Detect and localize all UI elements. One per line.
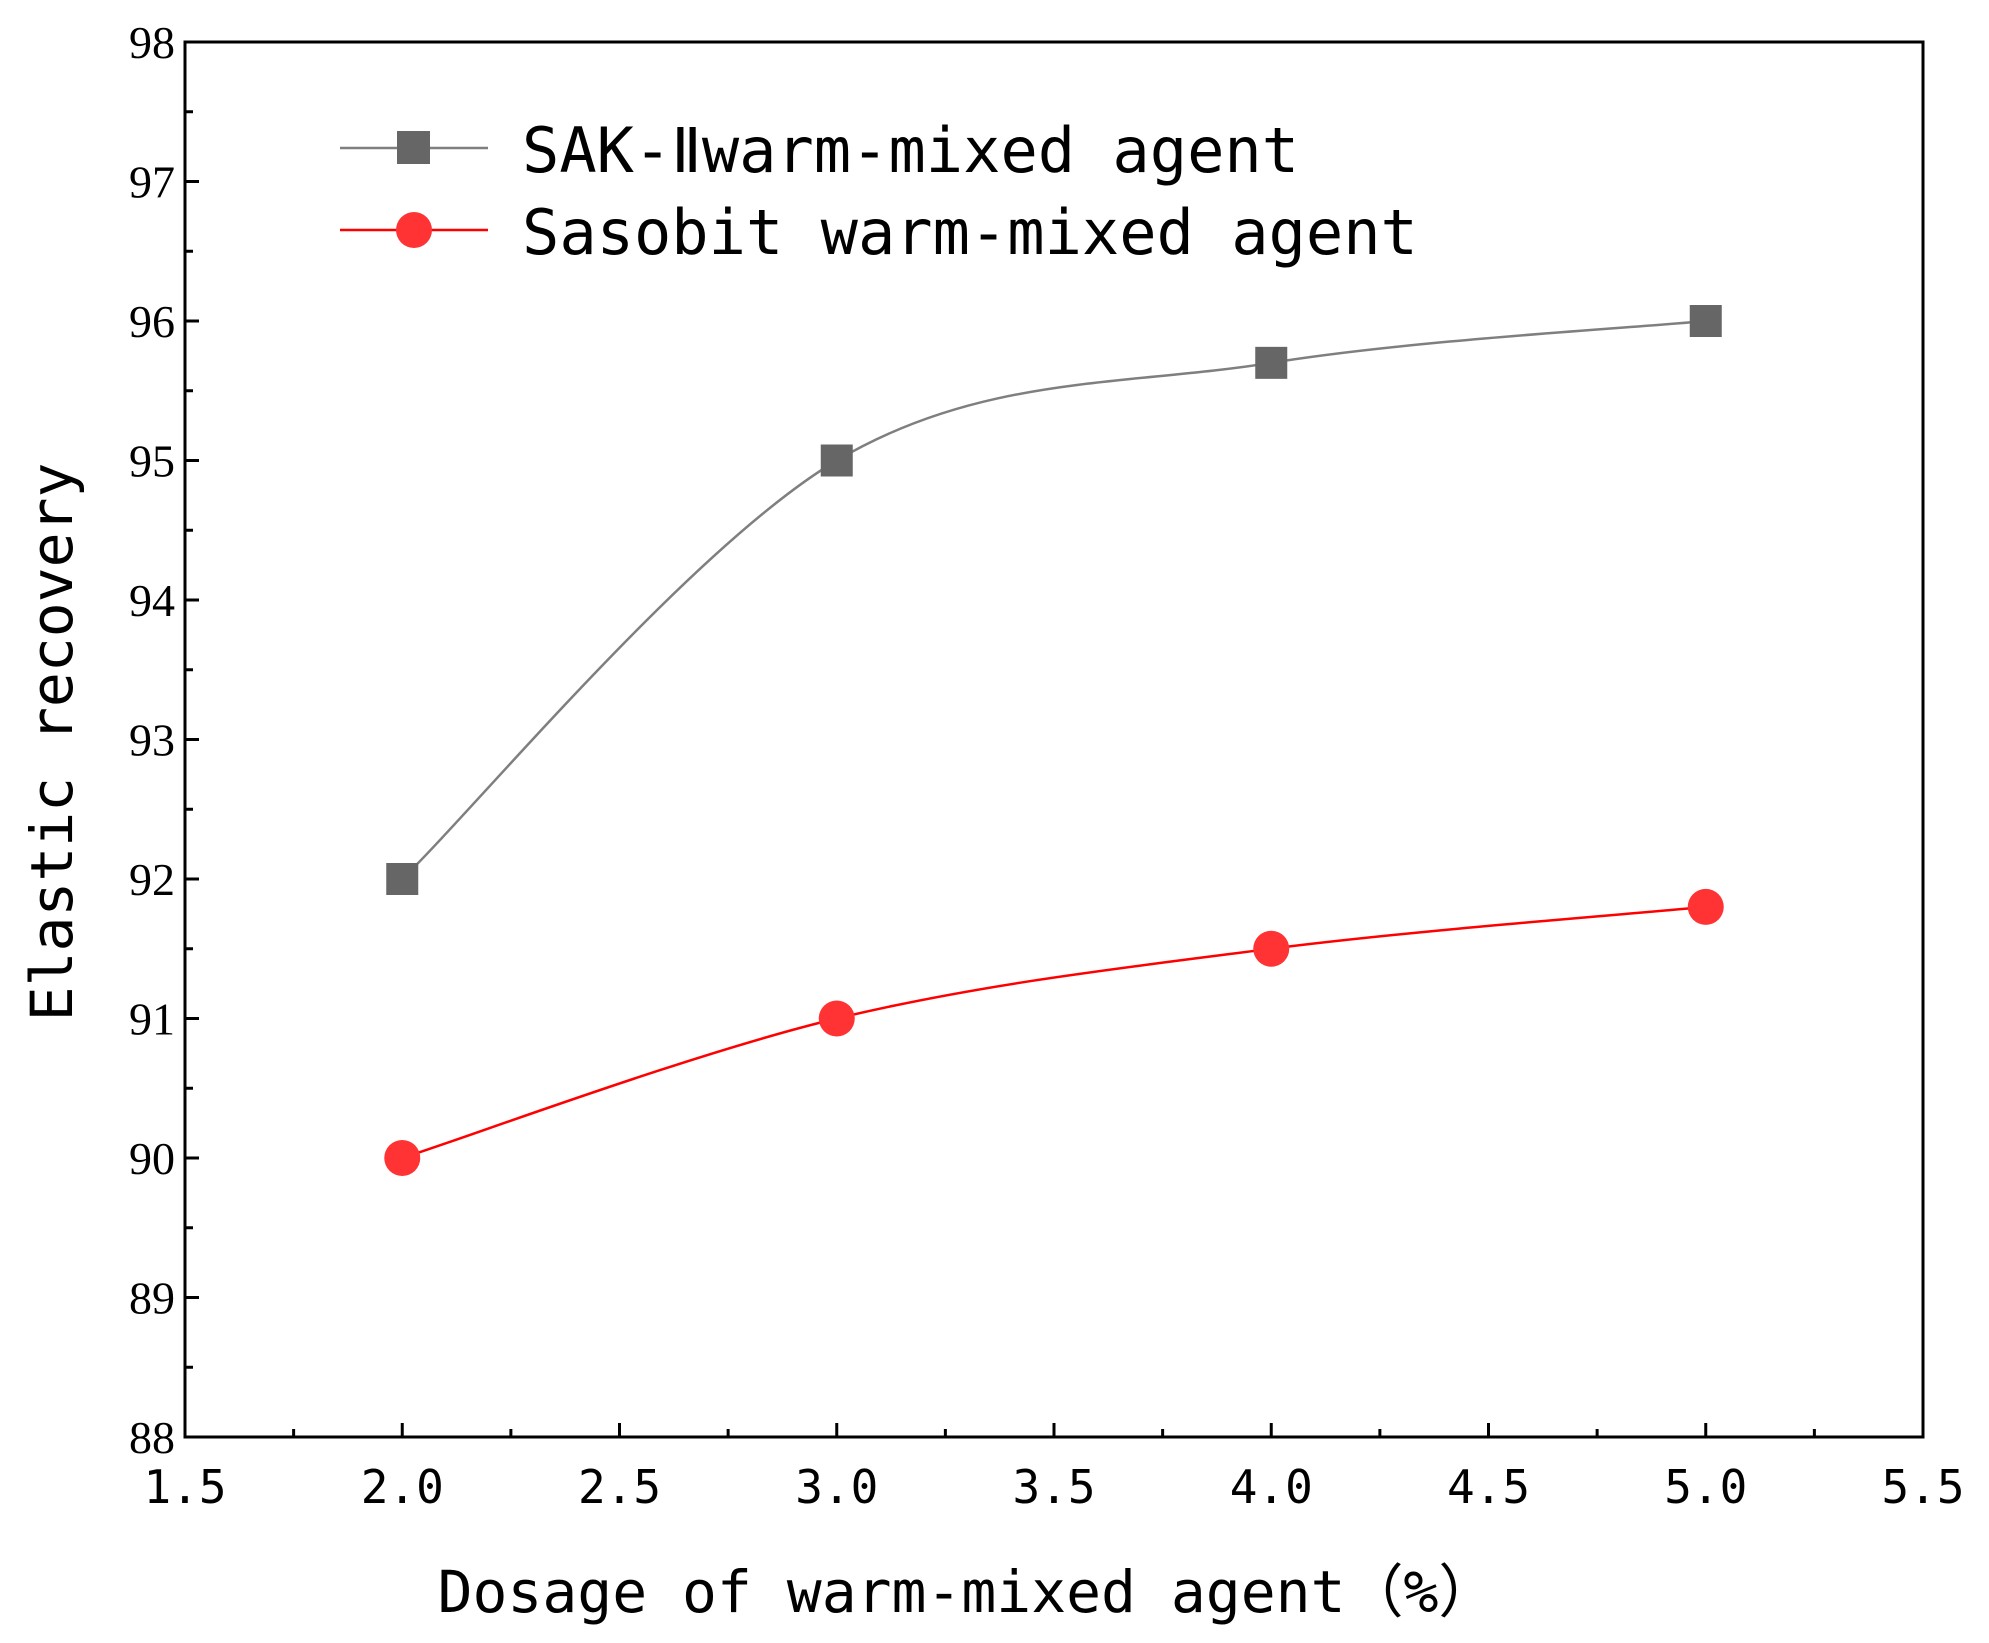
y-tick-label: 91	[129, 994, 175, 1045]
y-tick-label: 98	[129, 17, 175, 68]
data-point-sak	[386, 863, 419, 895]
y-tick-label: 88	[129, 1412, 175, 1463]
legend-marker-sasobit	[396, 212, 432, 248]
x-tick-label: 2.5	[578, 1460, 661, 1514]
x-tick-label: 3.5	[1012, 1460, 1095, 1514]
y-tick-label: 89	[129, 1273, 175, 1324]
y-tick-label: 95	[129, 436, 175, 487]
legend-marker-sak	[397, 131, 430, 164]
series-line-sak	[401, 319, 1706, 880]
series-line-sasobit	[401, 905, 1706, 1160]
y-tick-label: 93	[129, 715, 175, 766]
y-axis-title: Elastic recovery	[18, 463, 86, 1022]
data-point-sak	[1255, 346, 1288, 379]
x-axis-title: Dosage of warm-mixed agent（%）	[438, 1558, 1497, 1626]
data-point-sasobit	[1687, 888, 1724, 925]
y-tick-label: 97	[129, 157, 175, 208]
data-point-sak	[820, 444, 853, 477]
legend-label-sasobit: Sasobit warm-mixed agent	[522, 196, 1418, 269]
y-tick-label: 90	[129, 1133, 175, 1184]
y-tick-label: 92	[129, 854, 175, 905]
x-tick-label: 4.0	[1230, 1460, 1313, 1514]
data-point-sasobit	[384, 1140, 421, 1176]
x-tick-label: 2.0	[361, 1460, 444, 1514]
legend: SAK-Ⅱwarm-mixed agent Sasobit warm-mixed…	[340, 114, 1418, 269]
x-tick-label: 5.0	[1664, 1460, 1747, 1514]
data-point-sak	[1689, 305, 1722, 337]
axes: 88 89 90 91 92 93 94 95 96 97 98 1.5 2.0 2.5 3.0 3.5 4.0…	[129, 17, 1965, 1514]
x-tick-label: 3.0	[795, 1460, 878, 1514]
x-tick-label: 1.5	[143, 1460, 226, 1514]
series-layer	[384, 305, 1724, 1176]
legend-label-sak: SAK-Ⅱwarm-mixed agent	[522, 114, 1299, 187]
y-tick-label: 96	[129, 296, 175, 347]
data-point-sasobit	[818, 1000, 855, 1037]
x-tick-label: 5.5	[1881, 1460, 1964, 1514]
y-tick-label: 94	[129, 575, 175, 626]
x-tick-label: 4.5	[1447, 1460, 1530, 1514]
data-point-sasobit	[1253, 930, 1290, 967]
